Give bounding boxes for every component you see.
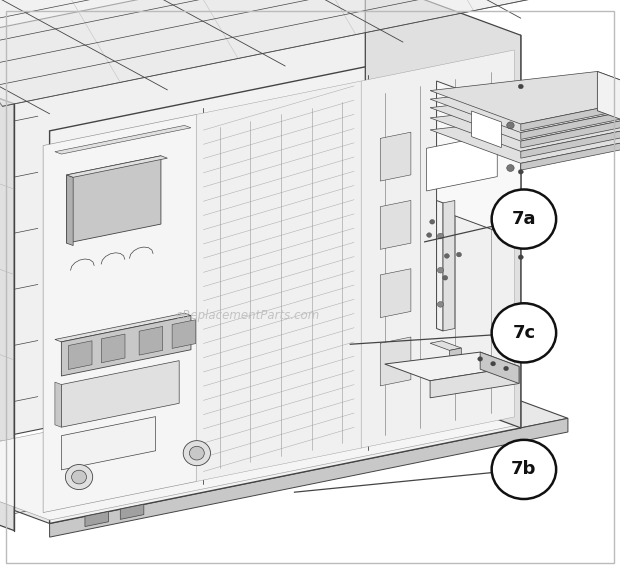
- Circle shape: [507, 207, 514, 214]
- Polygon shape: [365, 0, 521, 428]
- Polygon shape: [50, 35, 521, 523]
- Polygon shape: [380, 200, 411, 249]
- Text: eReplacementParts.com: eReplacementParts.com: [176, 310, 320, 322]
- Polygon shape: [450, 348, 461, 385]
- Circle shape: [490, 361, 495, 366]
- Polygon shape: [61, 417, 156, 470]
- Polygon shape: [521, 113, 620, 148]
- Polygon shape: [0, 42, 14, 531]
- Polygon shape: [0, 361, 568, 523]
- Circle shape: [507, 164, 514, 171]
- Polygon shape: [85, 512, 108, 526]
- Circle shape: [443, 275, 448, 280]
- Circle shape: [72, 470, 86, 484]
- Circle shape: [190, 446, 204, 460]
- Circle shape: [430, 220, 435, 224]
- Polygon shape: [55, 125, 191, 154]
- Circle shape: [437, 267, 443, 273]
- Polygon shape: [0, 0, 399, 461]
- Polygon shape: [55, 382, 61, 427]
- Circle shape: [492, 303, 556, 362]
- Polygon shape: [443, 200, 455, 331]
- Circle shape: [518, 340, 523, 345]
- Circle shape: [427, 233, 432, 237]
- Polygon shape: [172, 320, 196, 348]
- Polygon shape: [521, 104, 620, 139]
- Polygon shape: [430, 80, 620, 133]
- Polygon shape: [0, 367, 521, 520]
- Circle shape: [437, 233, 443, 239]
- Polygon shape: [430, 72, 620, 124]
- Circle shape: [503, 366, 508, 371]
- Circle shape: [518, 255, 523, 259]
- Polygon shape: [430, 111, 620, 163]
- Text: 7c: 7c: [512, 324, 536, 342]
- Polygon shape: [380, 132, 411, 181]
- Polygon shape: [43, 114, 197, 513]
- Polygon shape: [55, 313, 191, 342]
- Polygon shape: [120, 504, 144, 519]
- Polygon shape: [380, 269, 411, 318]
- Polygon shape: [436, 200, 443, 331]
- Circle shape: [184, 440, 210, 465]
- Polygon shape: [430, 366, 519, 398]
- Polygon shape: [139, 327, 162, 355]
- Circle shape: [507, 122, 514, 129]
- Polygon shape: [472, 111, 502, 147]
- Polygon shape: [0, 0, 615, 106]
- Polygon shape: [521, 123, 620, 158]
- Polygon shape: [67, 156, 167, 178]
- Circle shape: [492, 440, 556, 499]
- Circle shape: [477, 357, 482, 361]
- Polygon shape: [521, 135, 620, 170]
- Polygon shape: [67, 156, 161, 243]
- Polygon shape: [430, 341, 461, 351]
- Polygon shape: [598, 72, 620, 135]
- Polygon shape: [430, 99, 620, 151]
- Circle shape: [492, 189, 556, 249]
- Polygon shape: [50, 418, 568, 537]
- Polygon shape: [61, 361, 179, 427]
- Text: 7a: 7a: [512, 210, 536, 228]
- Circle shape: [456, 252, 461, 257]
- Circle shape: [66, 464, 93, 489]
- Circle shape: [445, 254, 449, 258]
- Circle shape: [518, 170, 523, 174]
- Polygon shape: [430, 89, 620, 141]
- Polygon shape: [102, 334, 125, 363]
- Polygon shape: [427, 134, 497, 191]
- Polygon shape: [436, 81, 521, 240]
- Polygon shape: [385, 352, 519, 381]
- Polygon shape: [521, 96, 620, 131]
- Polygon shape: [61, 316, 191, 376]
- Text: 7b: 7b: [512, 460, 536, 479]
- Polygon shape: [197, 81, 361, 481]
- Circle shape: [518, 84, 523, 89]
- Circle shape: [437, 302, 443, 307]
- Polygon shape: [480, 352, 519, 384]
- Polygon shape: [67, 175, 73, 246]
- Polygon shape: [380, 337, 411, 386]
- Polygon shape: [68, 341, 92, 369]
- Polygon shape: [361, 50, 515, 448]
